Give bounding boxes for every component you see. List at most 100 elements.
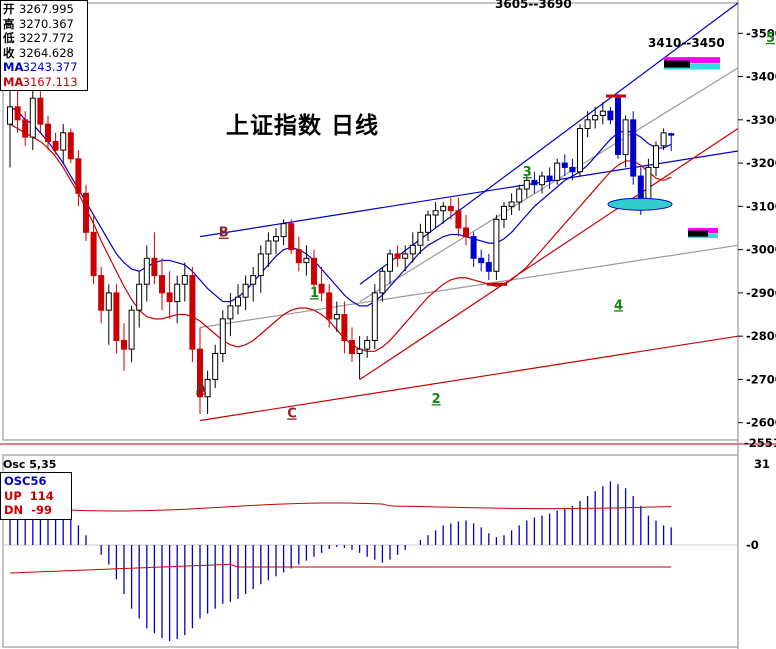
y-tick-label: -3200 bbox=[746, 156, 776, 170]
candle-body bbox=[523, 179, 530, 190]
candle-body bbox=[189, 275, 196, 350]
candle-body bbox=[45, 123, 51, 142]
candle-body bbox=[478, 257, 485, 264]
candle-body bbox=[546, 175, 553, 181]
candle-body bbox=[371, 292, 378, 341]
candle-body bbox=[90, 231, 97, 277]
candle-body bbox=[326, 292, 333, 320]
target2-box-magenta bbox=[688, 227, 718, 233]
osc-series-name: OSC56 bbox=[4, 474, 47, 488]
ma-slow-line bbox=[9, 123, 672, 352]
wave-label: A bbox=[196, 381, 206, 396]
candle-body bbox=[569, 166, 576, 173]
candle-body bbox=[440, 205, 447, 212]
osc-zero-label: -0 bbox=[746, 538, 759, 552]
osc-up-value: 114 bbox=[29, 488, 54, 503]
osc-legend: OSC56 UP 114 DN -99 bbox=[0, 472, 72, 520]
ma1-label: MA bbox=[3, 60, 24, 74]
candle-body bbox=[599, 110, 606, 116]
ma2-value: 3167.113 bbox=[22, 74, 78, 89]
candle-body bbox=[14, 106, 21, 121]
wave-label: B bbox=[219, 226, 229, 241]
wave-label: 5 bbox=[766, 31, 775, 46]
target-box-cyan bbox=[664, 63, 720, 70]
candle-body bbox=[280, 223, 287, 238]
candle-body bbox=[83, 192, 89, 233]
candle-body bbox=[136, 283, 143, 311]
osc-panel-frame bbox=[2, 454, 739, 648]
candle-body bbox=[668, 133, 675, 136]
osc-dn-value: -99 bbox=[31, 503, 52, 517]
y-tick-label: -2600 bbox=[746, 416, 776, 430]
candle-body bbox=[250, 275, 257, 285]
target2-box-black bbox=[688, 230, 708, 237]
ohlc-panel: 开 3267.995 高 3270.367 低 3227.772 收 3264.628 … bbox=[0, 0, 88, 91]
candle-body bbox=[531, 179, 538, 186]
trendline-rising-support bbox=[359, 127, 739, 380]
candle-body bbox=[470, 236, 477, 259]
candle-body bbox=[288, 223, 295, 251]
candle-body bbox=[402, 253, 409, 259]
candle-body bbox=[577, 127, 583, 173]
candle-body bbox=[273, 236, 279, 242]
high-value: 3270.367 bbox=[19, 16, 74, 31]
osc-top-label: 31 bbox=[754, 457, 770, 471]
candle-body bbox=[174, 283, 181, 303]
wave-label: 2 bbox=[432, 392, 441, 407]
ma1-value: 3243.377 bbox=[22, 60, 78, 74]
candle-body bbox=[554, 162, 561, 181]
candle-body bbox=[219, 318, 226, 354]
trendline-gray-steep bbox=[359, 67, 739, 303]
candle-body bbox=[447, 205, 454, 212]
osc-title: Osc 5,35 bbox=[3, 458, 57, 471]
candle-body bbox=[516, 188, 523, 203]
wave-label: C bbox=[287, 407, 297, 422]
candle-body bbox=[463, 227, 469, 238]
y-tick-label: -3000 bbox=[746, 243, 776, 257]
candle-body bbox=[318, 283, 325, 294]
low-value: 3227.772 bbox=[19, 31, 74, 45]
candle-body bbox=[539, 175, 545, 186]
candle-body bbox=[364, 339, 371, 350]
y-tick-label: -3100 bbox=[746, 199, 776, 213]
low-label: 低 bbox=[3, 31, 15, 45]
candle-body bbox=[37, 97, 44, 125]
annotation-range-top: 3605--3690 bbox=[495, 0, 572, 11]
candle-body bbox=[508, 201, 515, 207]
open-label: 开 bbox=[3, 2, 15, 16]
wave-label: 3 bbox=[523, 165, 532, 180]
candle-body bbox=[349, 339, 355, 354]
candle-body bbox=[432, 210, 439, 216]
high-label: 高 bbox=[3, 16, 15, 31]
candle-body bbox=[75, 158, 82, 194]
close-label: 收 bbox=[3, 45, 15, 60]
osc-dn-line bbox=[9, 563, 672, 574]
candle-body bbox=[295, 249, 302, 264]
candle-body bbox=[584, 119, 591, 129]
candle-body bbox=[143, 257, 150, 285]
candle-body bbox=[653, 145, 659, 168]
wave-label: 1 bbox=[310, 286, 319, 301]
target-box-magenta bbox=[664, 57, 720, 64]
y-tick-label: -3500 bbox=[746, 26, 776, 40]
candle-body bbox=[257, 253, 264, 277]
candle-body bbox=[235, 296, 241, 307]
candle-body bbox=[485, 262, 492, 272]
candle-body bbox=[341, 314, 348, 341]
candle-body bbox=[105, 292, 112, 311]
candle-body bbox=[379, 270, 386, 294]
candle-body bbox=[181, 275, 188, 285]
candle-body bbox=[128, 309, 135, 350]
candle-body bbox=[394, 253, 401, 259]
osc-up-label: UP bbox=[4, 488, 22, 503]
annotation-range-low: 3410--3450 bbox=[648, 36, 725, 50]
candle-body bbox=[417, 231, 424, 246]
candle-body bbox=[166, 292, 173, 303]
y-tick-label: -2800 bbox=[746, 329, 776, 343]
candle-body bbox=[113, 292, 120, 341]
ma2-label: MA bbox=[3, 74, 24, 89]
chart-title: 上证指数 日线 bbox=[226, 113, 380, 139]
candle-body bbox=[121, 339, 127, 350]
